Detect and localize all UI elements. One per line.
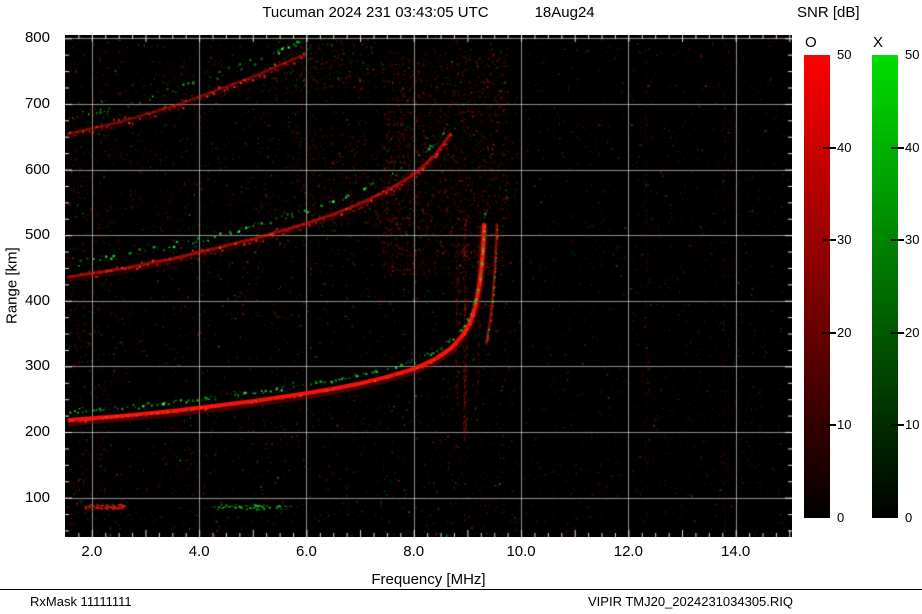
x-axis-tick-label: 12.0 [613, 543, 643, 560]
colorbar-tick-mark [823, 146, 836, 149]
x-axis-title: Frequency [MHz] [371, 571, 486, 588]
colorbar-tick-mark [891, 239, 904, 242]
footer-rxmask: RxMask 11111111 [30, 594, 132, 609]
colorbar-tick-label: 0 [837, 510, 845, 525]
o-mode-gradient [804, 55, 830, 518]
footer-filename: VIPIR TMJ20_2024231034305.RIQ [588, 594, 794, 609]
y-axis-tick-label: 100 [24, 488, 50, 506]
o-mode-label: O [805, 34, 817, 51]
colorbar-tick-label: 30 [905, 232, 920, 248]
colorbar-tick-mark [823, 331, 836, 334]
y-axis-tick-label: 300 [24, 357, 50, 375]
colorbar-tick-mark [823, 239, 836, 242]
x-mode-label: X [873, 34, 884, 51]
x-axis-tick-label: 10.0 [506, 543, 536, 560]
footer-divider [0, 589, 922, 590]
y-axis-tick-label: 600 [24, 160, 50, 178]
colorbar-tick-label: 20 [837, 324, 852, 340]
plot-date: 18Aug24 [534, 4, 595, 21]
x-axis-tick-label: 8.0 [403, 543, 425, 560]
y-axis-tick-label: 700 [24, 94, 50, 112]
x-axis-tick-label: 14.0 [721, 543, 751, 560]
colorbar-tick-mark [891, 331, 904, 334]
x-axis-tick-label: 4.0 [188, 543, 210, 560]
y-axis-tick-label: 200 [24, 423, 50, 440]
x-axis-tick-label: 2.0 [81, 543, 103, 560]
colorbar-tick-label: 50 [905, 47, 920, 62]
y-axis-tick-label: 400 [24, 291, 50, 309]
o-mode-colorbar: O 50 40 30 20 10 0 [804, 0, 854, 540]
colorbar-tick-label: 20 [905, 324, 920, 340]
x-axis-tick-label: 6.0 [296, 543, 317, 560]
colorbar-tick-mark [891, 424, 904, 427]
colorbar-tick-label: 0 [905, 510, 913, 525]
x-mode-colorbar: X 50 40 30 20 10 0 [872, 0, 922, 540]
ionogram-canvas [65, 35, 792, 537]
colorbar-tick-label: 10 [905, 417, 920, 433]
colorbar-tick-label: 50 [837, 47, 852, 62]
snr-colorbar-title: SNR [dB] [797, 4, 860, 21]
colorbar-tick-mark [891, 146, 904, 149]
colorbar-tick-label: 10 [837, 417, 852, 433]
plot-title: Tucuman 2024 231 03:43:05 UTC 18Aug24 [65, 4, 792, 21]
colorbar-tick-mark [823, 424, 836, 427]
y-axis-tick-label: 500 [24, 226, 50, 244]
x-mode-gradient [872, 55, 898, 518]
colorbar-tick-label: 40 [905, 139, 920, 155]
colorbar-tick-label: 30 [837, 232, 852, 248]
colorbar-tick-label: 40 [837, 139, 852, 155]
y-axis-tick-label: 800 [24, 29, 50, 47]
plot-title-text: Tucuman 2024 231 03:43:05 UTC [262, 4, 489, 21]
